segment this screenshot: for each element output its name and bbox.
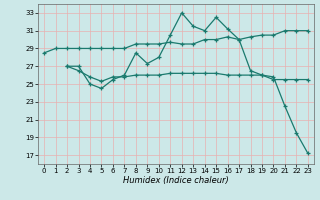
X-axis label: Humidex (Indice chaleur): Humidex (Indice chaleur) [123,176,229,185]
